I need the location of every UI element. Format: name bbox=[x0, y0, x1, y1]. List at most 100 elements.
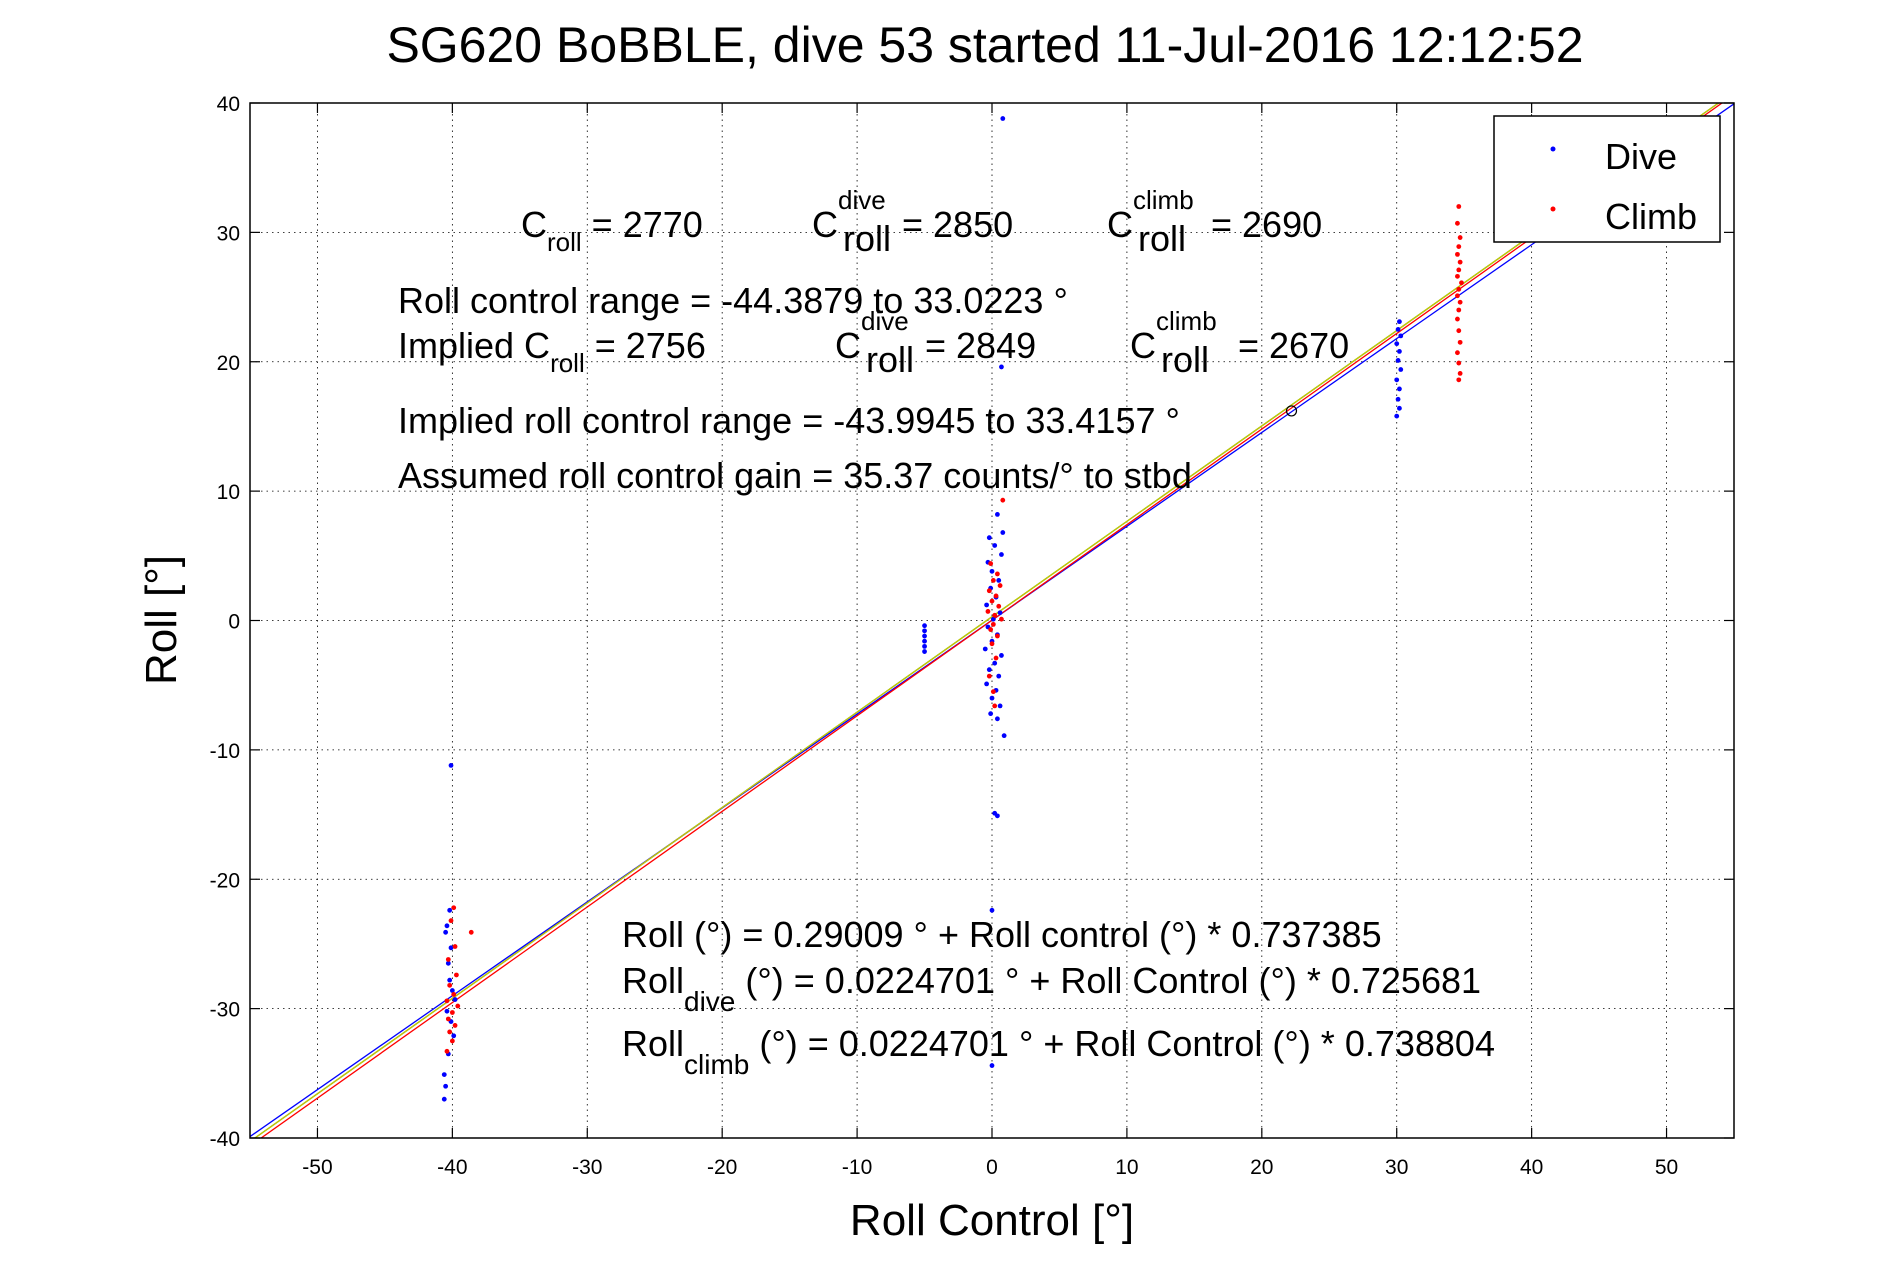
implied-dive-sup: dive bbox=[861, 306, 909, 336]
climb-point bbox=[1457, 259, 1463, 265]
dive-point bbox=[448, 945, 454, 951]
x-tick-label: -20 bbox=[707, 1156, 737, 1179]
dive-point bbox=[444, 923, 450, 929]
dive-point bbox=[990, 616, 996, 622]
y-tick-label: -30 bbox=[210, 999, 240, 1022]
x-tick-label: 20 bbox=[1250, 1156, 1273, 1179]
dive-point bbox=[1394, 341, 1400, 347]
c-roll-dive-value: = 2850 bbox=[902, 204, 1013, 245]
roll-control-range: Roll control range = -44.3879 to 33.0223… bbox=[398, 280, 1068, 321]
data-points bbox=[441, 116, 1464, 1102]
x-tick-label: -10 bbox=[842, 1156, 872, 1179]
implied-c-sub: roll bbox=[550, 348, 585, 378]
dive-point bbox=[922, 643, 927, 649]
climb-point bbox=[1459, 280, 1464, 286]
x-tick-label: -40 bbox=[437, 1156, 467, 1179]
implied-climb-value: = 2670 bbox=[1238, 325, 1349, 366]
climb-point bbox=[1456, 360, 1462, 366]
dive-point bbox=[1397, 386, 1402, 392]
chart-title: SG620 BoBBLE, dive 53 started 11-Jul-201… bbox=[386, 17, 1583, 73]
dive-point bbox=[989, 695, 995, 701]
dive-point bbox=[989, 907, 995, 913]
dive-point bbox=[922, 633, 927, 639]
climb-point bbox=[449, 1010, 455, 1015]
dive-point bbox=[443, 929, 449, 935]
fit-line bbox=[253, 103, 1720, 1138]
dive-point bbox=[445, 960, 451, 966]
climb-point bbox=[1455, 350, 1460, 356]
climb-point bbox=[1000, 497, 1006, 503]
dive-point bbox=[992, 660, 998, 666]
dive-point bbox=[984, 602, 990, 608]
x-tick-label: -30 bbox=[572, 1156, 602, 1179]
legend-climb-label: Climb bbox=[1605, 196, 1697, 237]
climb-point bbox=[447, 982, 453, 988]
climb-point bbox=[993, 593, 999, 599]
fit-equation-climb: Rollclimb (°) = 0.0224701 ° + Roll Contr… bbox=[622, 1023, 1495, 1080]
climb-point bbox=[451, 905, 457, 911]
annotations: Croll = 2770 Cdive roll = 2850 Cclimb ro… bbox=[398, 185, 1495, 1080]
dive-point bbox=[992, 543, 998, 548]
dive-point bbox=[1000, 530, 1006, 535]
dive-point bbox=[1395, 358, 1401, 363]
climb-point bbox=[993, 655, 999, 661]
y-tick-label: 40 bbox=[217, 93, 240, 116]
climb-point bbox=[988, 627, 994, 632]
assumed-roll-gain: Assumed roll control gain = 35.37 counts… bbox=[398, 455, 1192, 496]
climb-point bbox=[985, 609, 991, 614]
x-tick-label: -50 bbox=[302, 1156, 332, 1179]
implied-roll-control-range: Implied roll control range = -43.9945 to… bbox=[398, 400, 1180, 441]
climb-point bbox=[990, 621, 996, 627]
climb-point bbox=[1456, 328, 1462, 334]
dive-point bbox=[1395, 396, 1401, 402]
circle-marker bbox=[1285, 405, 1298, 417]
dive-point bbox=[1397, 319, 1402, 325]
c-roll-dive-sub: roll bbox=[843, 218, 891, 259]
climb-point bbox=[444, 1048, 450, 1054]
climb-point bbox=[992, 612, 998, 618]
climb-point bbox=[454, 972, 459, 978]
climb-point bbox=[445, 957, 451, 962]
implied-dive-sub: roll bbox=[866, 339, 914, 380]
climb-point bbox=[1457, 235, 1463, 240]
climb-point bbox=[989, 641, 995, 647]
c-roll-sub: roll bbox=[547, 227, 582, 257]
fit-equation-dive: Rolldive (°) = 0.0224701 ° + Roll Contro… bbox=[622, 960, 1481, 1017]
y-tick-label: -20 bbox=[210, 869, 240, 892]
dive-point bbox=[988, 711, 994, 717]
dive-point bbox=[1394, 377, 1400, 383]
c-roll-climb-sup: climb bbox=[1133, 185, 1194, 215]
climb-point bbox=[445, 1016, 451, 1022]
dive-point bbox=[996, 673, 1002, 679]
climb-point bbox=[1457, 370, 1463, 376]
dive-point bbox=[994, 512, 1000, 517]
y-tick-label: 0 bbox=[228, 611, 240, 634]
fit-dive-sub: dive bbox=[684, 986, 735, 1017]
climb-point bbox=[994, 633, 1000, 639]
dive-point bbox=[1001, 733, 1007, 739]
dive-point bbox=[922, 628, 927, 634]
climb-point bbox=[1456, 267, 1462, 273]
climb-point bbox=[990, 689, 996, 695]
dive-point bbox=[448, 763, 454, 768]
climb-point bbox=[1455, 273, 1460, 279]
y-tick-label: -10 bbox=[210, 740, 240, 763]
legend-dive-label: Dive bbox=[1605, 136, 1677, 177]
dive-point bbox=[922, 638, 927, 644]
dive-point bbox=[1398, 367, 1404, 372]
dive-point bbox=[986, 667, 992, 673]
legend-box bbox=[1493, 115, 1721, 243]
x-axis-label: Roll Control [°] bbox=[850, 1196, 1134, 1245]
climb-point bbox=[448, 918, 454, 924]
c-roll-climb-sub: roll bbox=[1138, 218, 1186, 259]
fit-dive-rest: (°) = 0.0224701 ° + Roll Control (°) * 0… bbox=[735, 960, 1481, 1001]
dive-point bbox=[1397, 405, 1402, 411]
dive-point bbox=[1000, 116, 1006, 121]
legend-dive-marker bbox=[1550, 146, 1556, 152]
climb-point bbox=[1457, 339, 1463, 345]
fit-climb-rest: (°) = 0.0224701 ° + Roll Control (°) * 0… bbox=[749, 1023, 1495, 1064]
x-tick-label: 40 bbox=[1520, 1156, 1543, 1179]
climb-point bbox=[1455, 251, 1460, 257]
dive-point bbox=[996, 577, 1002, 583]
